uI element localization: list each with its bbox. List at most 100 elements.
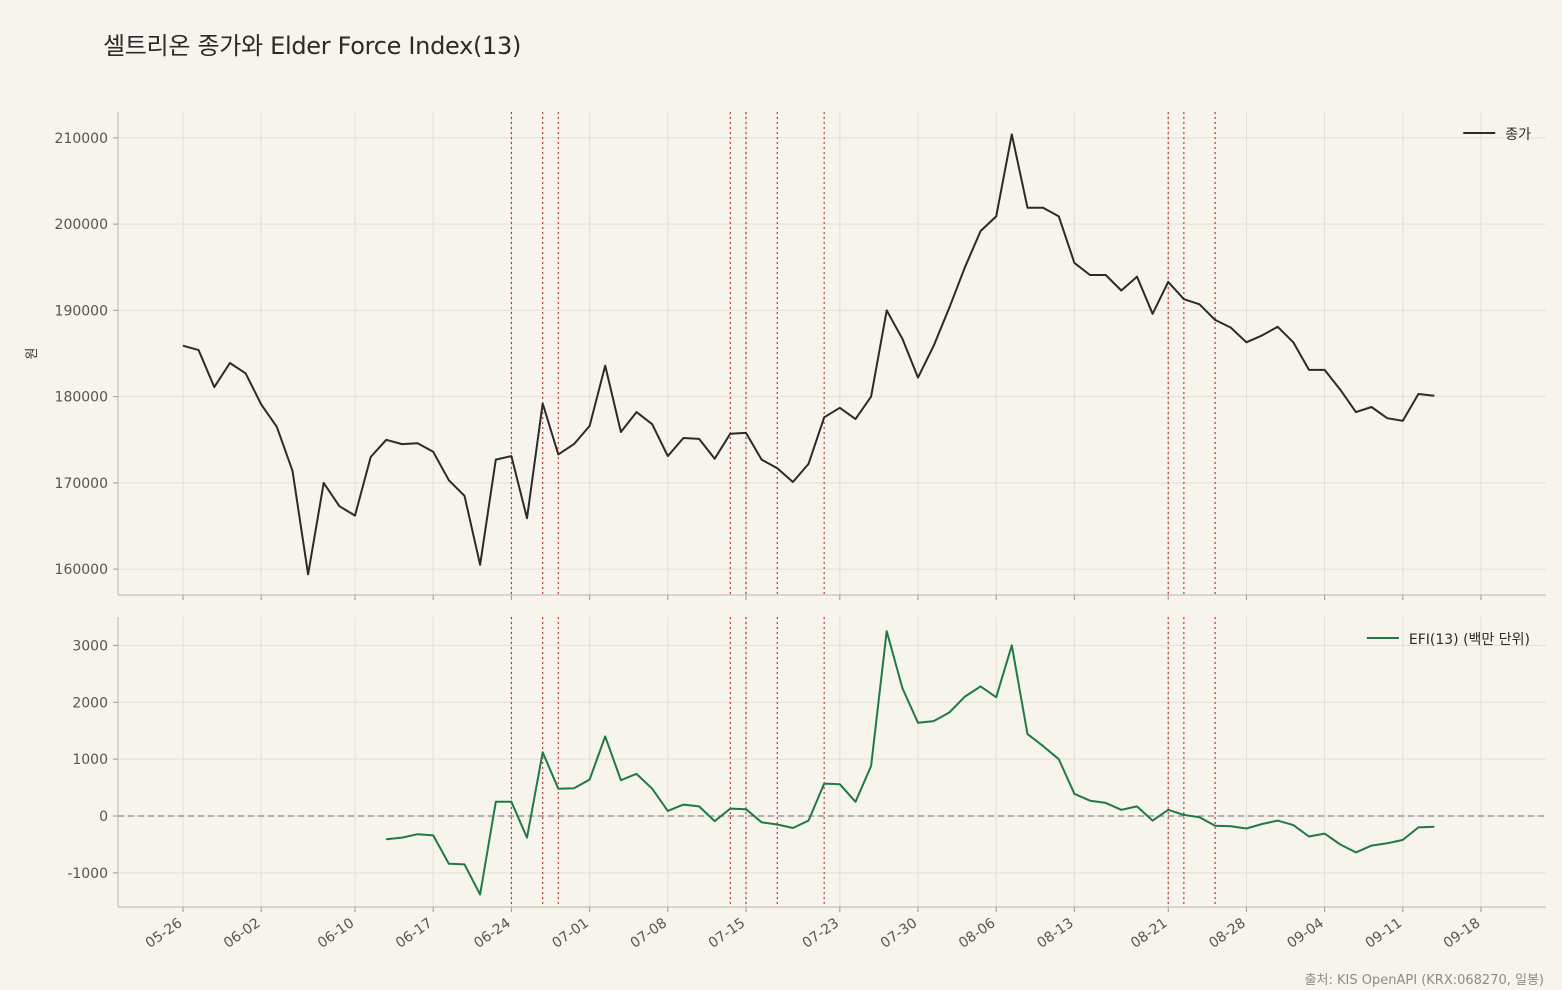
price-data-point	[823, 416, 825, 418]
efi-data-point	[667, 810, 669, 812]
x-tick-label: 08-28	[1206, 915, 1249, 951]
price-data-point	[1277, 326, 1279, 328]
price-data-point	[1089, 274, 1091, 276]
efi-series-line	[386, 630, 1435, 896]
efi-data-point	[761, 821, 763, 823]
price-data-point	[698, 438, 700, 440]
efi-data-point	[1089, 800, 1091, 802]
x-tick-label: 07-01	[549, 915, 592, 951]
price-data-point	[714, 458, 716, 460]
price-data-point	[198, 349, 200, 351]
efi-data-point	[1073, 793, 1075, 795]
price-data-point	[182, 345, 184, 347]
efi-data-point	[432, 834, 434, 836]
efi-data-point	[604, 735, 606, 737]
efi-data-point	[479, 894, 481, 895]
efi-data-point	[980, 685, 982, 687]
price-data-point	[464, 495, 465, 497]
price-data-point	[604, 365, 606, 367]
x-tick-label: 08-13	[1034, 915, 1077, 951]
efi-data-point	[1027, 733, 1028, 735]
price-data-point	[1417, 393, 1419, 395]
price-data-point	[354, 515, 356, 517]
efi-data-point	[495, 801, 497, 803]
efi-data-point	[1105, 802, 1107, 804]
efi-data-point	[792, 827, 794, 829]
price-data-point	[542, 403, 544, 404]
efi-data-point	[651, 788, 653, 790]
x-tick-label: 06-17	[393, 915, 436, 951]
efi-data-point	[1339, 844, 1341, 845]
price-data-point	[1058, 215, 1060, 217]
x-tick-label: 05-26	[143, 915, 186, 951]
price-data-point	[839, 407, 841, 409]
efi-data-point	[1402, 839, 1404, 841]
x-tick-label: 06-10	[315, 915, 358, 951]
x-tick-label: 06-24	[471, 915, 514, 951]
efi-data-point	[964, 696, 966, 698]
x-tick-label: 08-06	[956, 915, 999, 951]
efi-data-point	[1199, 816, 1200, 818]
price-data-point	[964, 266, 966, 268]
price-data-point	[1292, 341, 1294, 343]
price-data-point	[417, 442, 419, 444]
efi-data-point	[636, 773, 637, 775]
efi-data-point	[1355, 851, 1357, 853]
efi-data-point	[1245, 828, 1247, 829]
efi-data-point	[886, 630, 888, 632]
price-data-point	[682, 437, 684, 439]
price-data-point	[370, 456, 372, 458]
price-data-point	[1027, 207, 1028, 209]
price-data-point	[808, 463, 809, 465]
price-data-point	[307, 573, 309, 575]
price-data-point	[495, 459, 497, 461]
efi-data-point	[448, 863, 450, 865]
price-data-point	[1152, 313, 1154, 315]
price-data-point	[870, 396, 872, 398]
y-tick-label: 2000	[72, 695, 108, 711]
efi-data-point	[589, 779, 591, 781]
efi-data-point	[526, 837, 528, 839]
y-tick-label: 170000	[55, 476, 108, 492]
efi-data-point	[808, 820, 809, 822]
efi-data-point	[1433, 826, 1435, 828]
price-data-point	[276, 426, 278, 428]
y-tick-label: 210000	[55, 131, 108, 147]
efi-data-point	[542, 751, 544, 753]
efi-data-point	[1230, 825, 1232, 827]
price-data-point	[651, 423, 653, 425]
price-data-point	[995, 215, 997, 217]
efi-data-point	[510, 801, 512, 803]
efi-data-point	[573, 787, 575, 789]
price-data-point	[557, 453, 559, 455]
price-data-point	[761, 459, 763, 461]
chart-title: 셀트리온 종가와 Elder Force Index(13)	[103, 32, 522, 60]
price-data-point	[901, 338, 903, 340]
price-data-point	[1183, 298, 1185, 300]
efi-data-point	[1386, 842, 1388, 844]
efi-data-point	[995, 696, 997, 698]
price-data-point	[1339, 389, 1341, 391]
efi-data-point	[557, 788, 559, 790]
x-tick-label: 09-18	[1441, 915, 1484, 951]
efi-data-point	[1120, 809, 1122, 811]
efi-data-point	[1011, 644, 1013, 646]
price-data-point	[229, 362, 231, 364]
efi-data-point	[1261, 823, 1263, 825]
price-data-point	[245, 372, 247, 374]
y-tick-label: 160000	[55, 562, 108, 578]
efi-data-point	[401, 837, 403, 839]
y-tick-label: 0	[99, 809, 108, 825]
source-note: 출처: KIS OpenAPI (KRX:068270, 일봉)	[1304, 973, 1544, 988]
efi-data-point	[855, 801, 856, 803]
price-data-point	[1324, 369, 1326, 371]
price-data-point	[1167, 281, 1169, 283]
price-data-point	[1402, 420, 1404, 422]
x-tick-label: 07-30	[878, 915, 921, 951]
efi-data-point	[729, 808, 731, 810]
efi-data-point	[1183, 814, 1185, 816]
price-data-point	[448, 479, 450, 481]
price-data-point	[1371, 406, 1372, 408]
legend-label: 종가	[1505, 127, 1531, 143]
